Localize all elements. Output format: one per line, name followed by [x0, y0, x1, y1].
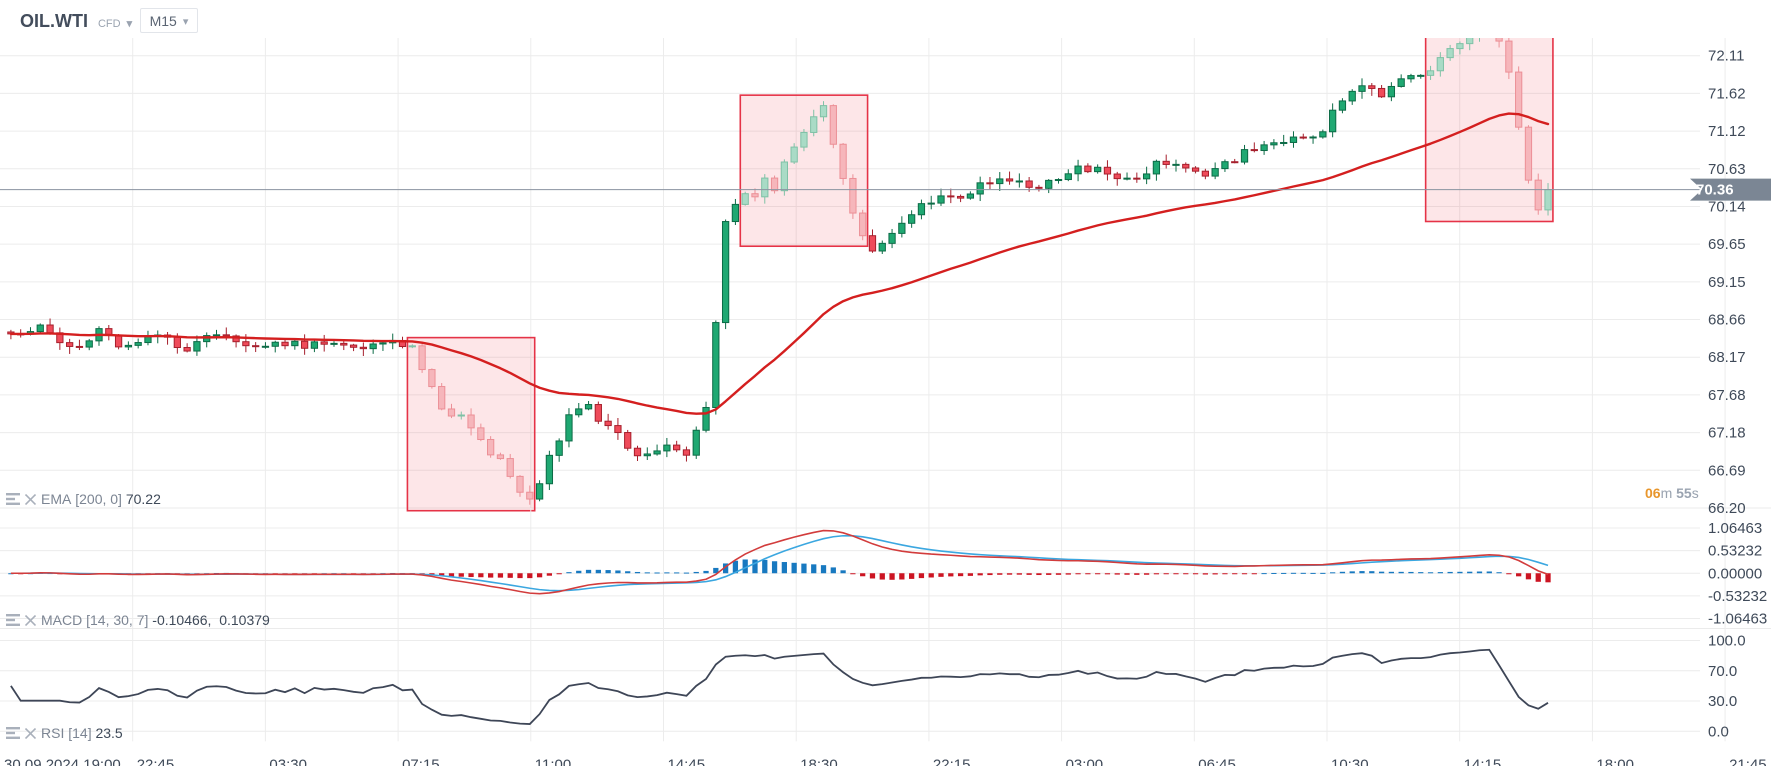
svg-text:22:15: 22:15 [933, 756, 971, 766]
svg-text:0.53232: 0.53232 [1708, 543, 1762, 560]
svg-text:11:00: 11:00 [535, 756, 571, 766]
svg-text:30.0: 30.0 [1708, 693, 1737, 710]
svg-text:-0.53232: -0.53232 [1708, 588, 1767, 605]
svg-text:18:30: 18:30 [800, 756, 838, 766]
svg-text:14:15: 14:15 [1464, 756, 1502, 766]
svg-text:03:00: 03:00 [1066, 756, 1104, 766]
svg-text:71.62: 71.62 [1708, 85, 1746, 102]
svg-text:67.18: 67.18 [1708, 425, 1746, 442]
svg-text:18:00: 18:00 [1596, 756, 1634, 766]
svg-text:70.36: 70.36 [1696, 182, 1734, 199]
svg-text:69.65: 69.65 [1708, 236, 1746, 253]
svg-text:100.0: 100.0 [1708, 633, 1746, 650]
svg-text:68.17: 68.17 [1708, 349, 1746, 366]
svg-text:72.11: 72.11 [1708, 48, 1744, 65]
svg-text:30.09.2024 19:00: 30.09.2024 19:00 [4, 756, 121, 766]
svg-text:71.12: 71.12 [1708, 123, 1746, 140]
svg-text:67.68: 67.68 [1708, 387, 1746, 404]
svg-text:70.0: 70.0 [1708, 663, 1737, 680]
svg-text:03:30: 03:30 [269, 756, 307, 766]
svg-text:70.63: 70.63 [1708, 161, 1746, 178]
svg-text:66.69: 66.69 [1708, 462, 1746, 479]
svg-text:07:15: 07:15 [402, 756, 440, 766]
svg-text:69.15: 69.15 [1708, 274, 1746, 291]
svg-text:68.66: 68.66 [1708, 312, 1746, 329]
svg-text:0.0: 0.0 [1708, 723, 1729, 740]
svg-text:0.00000: 0.00000 [1708, 565, 1762, 582]
svg-text:14:45: 14:45 [668, 756, 706, 766]
svg-text:1.06463: 1.06463 [1708, 520, 1762, 537]
svg-text:22:45: 22:45 [137, 756, 175, 766]
svg-text:10:30: 10:30 [1331, 756, 1369, 766]
svg-text:70.14: 70.14 [1708, 198, 1746, 215]
svg-text:66.20: 66.20 [1708, 500, 1746, 517]
svg-text:-1.06463: -1.06463 [1708, 611, 1767, 628]
svg-text:21:45: 21:45 [1729, 756, 1767, 766]
svg-text:06:45: 06:45 [1198, 756, 1236, 766]
